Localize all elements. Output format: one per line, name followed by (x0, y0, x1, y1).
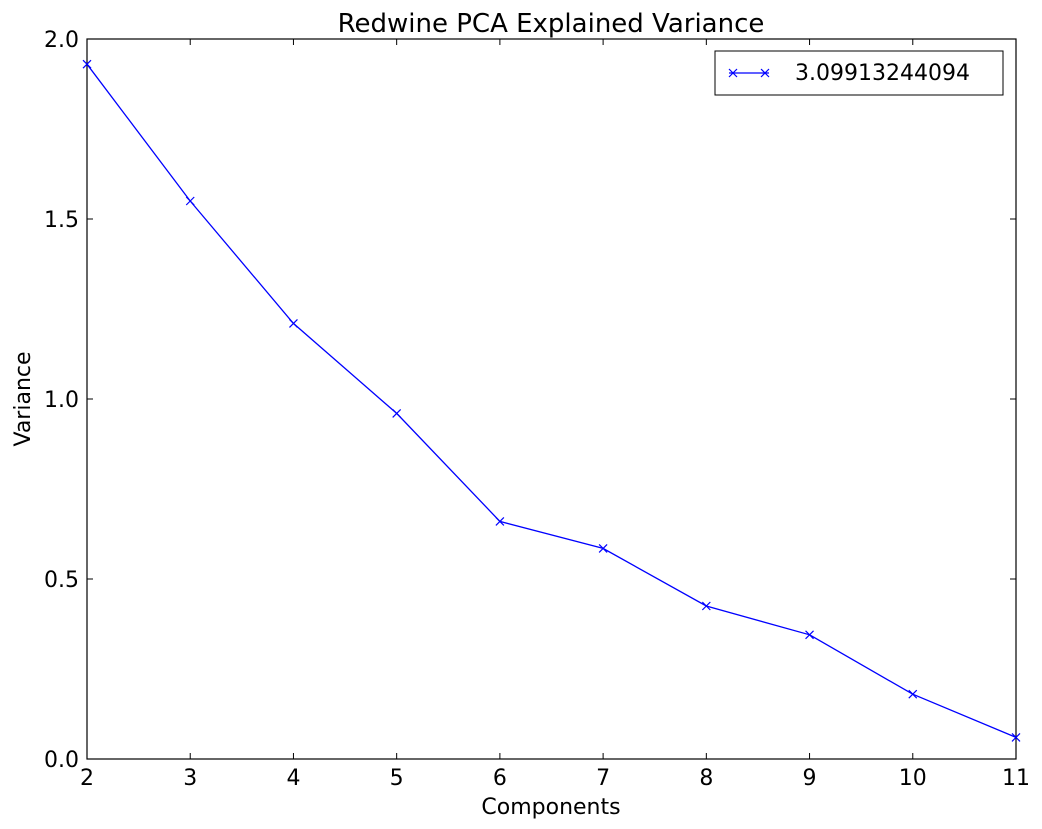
y-tick-label: 2.0 (44, 28, 79, 53)
y-tick-label: 1.0 (44, 388, 79, 413)
x-tick-label: 10 (899, 766, 927, 791)
data-point-marker (392, 408, 402, 418)
x-tick-label: 7 (596, 766, 610, 791)
series-layer (82, 59, 1021, 742)
y-tick-label: 0.5 (44, 568, 79, 593)
x-tick-label: 9 (803, 766, 817, 791)
x-tick-label: 4 (286, 766, 300, 791)
y-axis: 0.0 0.5 1.0 1.5 2.0 (44, 28, 1016, 773)
x-tick-label: 11 (1002, 766, 1030, 791)
data-point-marker (805, 630, 814, 640)
x-axis: 2 3 4 5 6 7 8 9 10 11 (80, 39, 1030, 791)
plot-frame (86, 38, 1017, 760)
series-line (86, 63, 1017, 738)
x-tick-label: 3 (183, 766, 197, 791)
x-tick-label: 2 (80, 766, 94, 791)
y-tick-label: 1.5 (44, 208, 79, 233)
legend-label: 3.09913244094 (795, 61, 970, 86)
data-point-marker (598, 543, 608, 553)
data-point-marker (701, 601, 711, 611)
chart-title: Redwine PCA Explained Variance (338, 9, 765, 39)
data-point-marker (185, 196, 195, 206)
data-point-marker (908, 689, 918, 699)
legend: 3.09913244094 (714, 50, 1004, 96)
y-tick-label: 0.0 (44, 748, 79, 773)
legend-marker-icon (728, 68, 770, 78)
x-tick-label: 6 (493, 766, 507, 791)
data-point-marker (82, 59, 92, 69)
data-point-marker (289, 318, 298, 328)
x-tick-label: 8 (699, 766, 713, 791)
x-tick-label: 5 (390, 766, 404, 791)
data-point-marker (1011, 732, 1021, 742)
y-axis-title: Variance (11, 351, 36, 446)
x-axis-title: Components (481, 795, 620, 820)
data-point-marker (495, 516, 505, 526)
